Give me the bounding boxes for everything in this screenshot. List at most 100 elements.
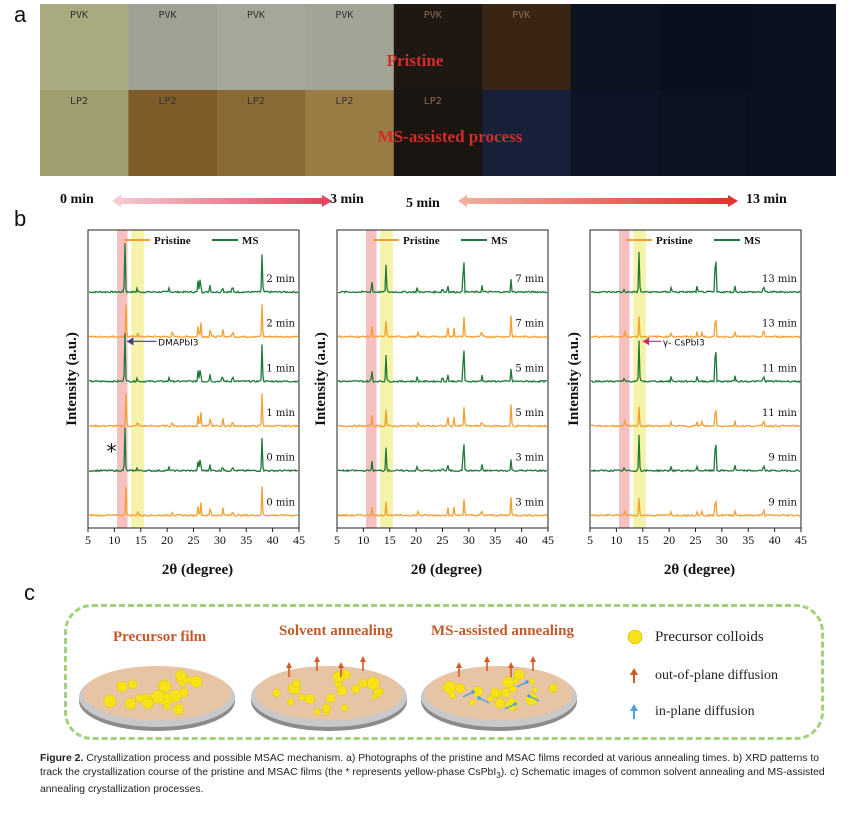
film-photo xyxy=(393,90,483,176)
film-photo-label: PVK xyxy=(70,10,88,21)
film-photo-label: LP2 xyxy=(70,96,88,107)
out-of-plane-arrow-head xyxy=(286,662,292,668)
colloid-particle xyxy=(502,676,514,688)
film-photo-label: PVK xyxy=(424,10,442,21)
legend-out-of-plane: out-of-plane diffusion xyxy=(655,668,778,683)
film-photographs: PVK PVK PVK PVK PVK PVK LP2 LP2 LP2 LP2 LP2 Prist… xyxy=(40,4,836,176)
in-plane-arrow-head xyxy=(471,690,475,694)
x-tick-label: 15 xyxy=(384,533,396,547)
x-tick-label: 40 xyxy=(267,533,279,547)
colloid-particle xyxy=(287,698,295,706)
figure-caption: Figure 2. Crystallization process and po… xyxy=(40,752,840,797)
trace-time-label: 3 min xyxy=(515,453,544,464)
annotation-arrow-head xyxy=(642,337,650,346)
xrd-trace-pristine xyxy=(338,404,548,428)
x-tick-label: 45 xyxy=(542,533,554,547)
x-tick-label: 5 xyxy=(85,533,91,547)
colloid-particle xyxy=(341,704,349,712)
film-photo xyxy=(482,90,572,176)
xrd-trace-ms xyxy=(88,427,299,473)
colloid-particle xyxy=(371,694,378,701)
caption-subscript: 3 xyxy=(496,771,501,781)
film-photo-label: PVK xyxy=(512,10,530,21)
x-tick-label: 25 xyxy=(188,533,200,547)
trace-time-label: 13 min xyxy=(762,319,798,330)
caption-figure-number: Figure 2. xyxy=(40,753,84,764)
legend-ms-label: MS xyxy=(491,235,508,247)
colloid-particle xyxy=(509,685,517,693)
colloid-particle xyxy=(169,689,182,703)
x-tick-label: 35 xyxy=(742,533,754,547)
in-plane-arrow-head xyxy=(525,680,529,684)
film-photo xyxy=(216,90,306,176)
highlight-band-yellow xyxy=(633,230,646,528)
panel-label-b: b xyxy=(14,206,27,231)
colloid-particle xyxy=(494,697,506,709)
colloid-particle xyxy=(332,671,345,683)
time-end-2: 13 min xyxy=(746,192,787,207)
trace-time-label: 7 min xyxy=(515,274,544,285)
colloid-particle xyxy=(442,680,456,694)
xrd-trace-pristine xyxy=(590,406,801,428)
colloid-particle xyxy=(163,703,171,710)
panel-label-a: a xyxy=(14,2,27,27)
film-photo xyxy=(570,4,660,90)
film-photo-label: LP2 xyxy=(158,96,176,107)
colloid-particle xyxy=(190,675,203,688)
out-of-plane-arrow-head xyxy=(456,662,462,668)
colloid-particle xyxy=(179,681,186,688)
colloid-particle xyxy=(142,697,154,709)
xrd-trace-pristine xyxy=(89,393,299,428)
colloid-particle xyxy=(549,683,558,693)
colloid-particle xyxy=(151,690,165,704)
x-tick-label: 40 xyxy=(516,533,528,547)
colloid-particle xyxy=(322,704,332,713)
film-photo xyxy=(216,4,306,90)
trace-time-label: 11 min xyxy=(762,363,798,374)
highlight-band-red xyxy=(117,230,128,528)
film-photo-label: LP2 xyxy=(424,96,442,107)
xrd-chart: 7 min 7 min 5 min 5 min 3 min 3 min Pristine MS… xyxy=(313,229,554,578)
film-photo xyxy=(659,90,749,176)
colloid-particle xyxy=(116,681,128,693)
colloid-particle xyxy=(298,693,306,701)
time-arrow-1 xyxy=(112,195,332,207)
film-photo xyxy=(747,90,836,176)
xrd-trace-ms xyxy=(337,444,548,473)
in-plane-arrow xyxy=(462,691,474,698)
y-axis-label: Intensity (a.u.) xyxy=(313,332,329,426)
legend-ms-label: MS xyxy=(242,235,259,247)
scheme-title-precursor: Precursor film xyxy=(113,629,207,645)
legend-pristine-label: Pristine xyxy=(656,235,693,247)
xrd-patterns: 2 min 2 min 1 min 1 min 0 min 0 min Pristine MS… xyxy=(64,229,807,578)
in-plane-arrow xyxy=(528,695,540,702)
out-of-plane-arrow-head xyxy=(530,656,536,662)
xrd-trace-ms xyxy=(337,350,548,384)
xrd-trace-pristine xyxy=(88,486,299,518)
colloid-particle xyxy=(304,693,316,705)
out-of-plane-arrow-head xyxy=(338,662,344,668)
x-tick-label: 5 xyxy=(587,533,593,547)
film-photo xyxy=(747,4,836,90)
legend-colloids: Precursor colloids xyxy=(655,629,764,645)
colloid-particle xyxy=(337,685,348,696)
x-tick-label: 10 xyxy=(357,533,369,547)
y-axis-label: Intensity (a.u.) xyxy=(64,332,80,426)
x-tick-label: 30 xyxy=(214,533,226,547)
caption-text: Crystallization process and possible MSA… xyxy=(40,753,820,778)
trace-time-label: 2 min xyxy=(266,319,295,330)
colloid-particle xyxy=(487,695,494,702)
film-photo-label: LP2 xyxy=(247,96,265,107)
film-photo-label: PVK xyxy=(335,10,353,21)
y-axis-label: Intensity (a.u.) xyxy=(566,332,582,426)
trace-time-label: 2 min xyxy=(266,274,295,285)
colloid-particle xyxy=(124,698,137,710)
film-photo-label: LP2 xyxy=(335,96,353,107)
out-of-plane-arrow-head xyxy=(484,656,490,662)
film-photo xyxy=(128,90,218,176)
xrd-trace-pristine xyxy=(337,497,548,518)
out-of-plane-arrow-head xyxy=(360,656,366,662)
time-end-1: 3 min xyxy=(330,192,364,207)
caption-text-2: ). c) Schematic images of common solvent… xyxy=(40,767,825,796)
out-of-plane-arrow-head xyxy=(314,656,320,662)
